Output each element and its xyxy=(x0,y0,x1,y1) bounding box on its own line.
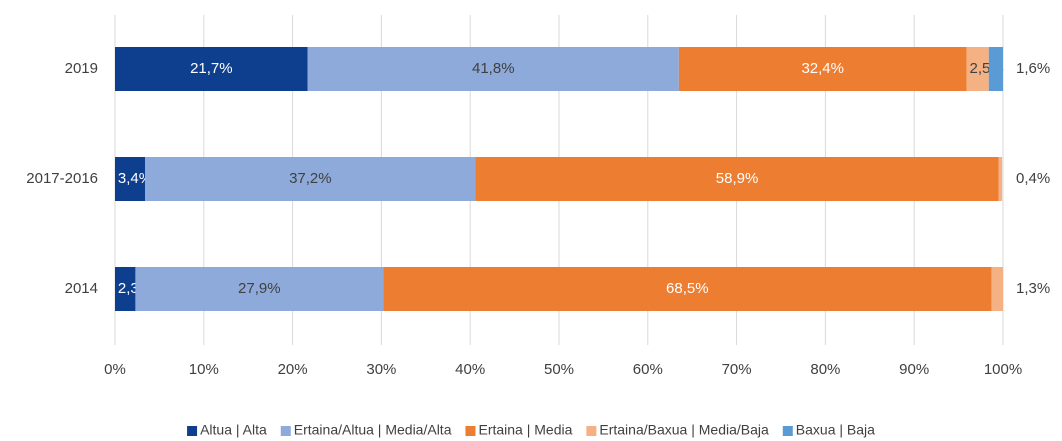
data-label: 37,2% xyxy=(289,170,332,187)
bar-segment xyxy=(475,157,999,201)
bar-segment xyxy=(307,47,679,91)
legend-swatch xyxy=(187,426,198,436)
legend: Altua | Alta Ertaina/Altua | Media/Alta Er… xyxy=(187,422,875,438)
bar-segment xyxy=(135,267,384,311)
legend-swatch xyxy=(782,426,793,436)
legend-swatch xyxy=(465,426,476,436)
x-tick-label: 90% xyxy=(899,361,929,378)
x-tick-label: 100% xyxy=(984,361,1022,378)
x-tick-label: 80% xyxy=(810,361,840,378)
legend-item: Baxua | Baja xyxy=(782,422,875,438)
legend-label: Baxua | Baja xyxy=(796,422,875,438)
legend-swatch xyxy=(586,426,597,436)
x-tick-label: 20% xyxy=(278,361,308,378)
bar-segment xyxy=(998,157,1003,201)
x-tick-label: 60% xyxy=(633,361,663,378)
bar-segment xyxy=(115,157,146,201)
data-label: 1,6% xyxy=(1016,60,1050,77)
legend-item: Altua | Alta xyxy=(187,422,267,438)
legend-label: Ertaina | Media xyxy=(478,422,572,438)
data-label: 1,3% xyxy=(1016,280,1050,297)
data-label: 27,9% xyxy=(238,280,281,297)
y-tick-label: 2017-2016 xyxy=(26,170,98,187)
bar-segment xyxy=(145,157,476,201)
legend-swatch xyxy=(280,426,291,436)
bar-segment xyxy=(383,267,992,311)
legend-item: Ertaina | Media xyxy=(465,422,573,438)
legend-label: Ertaina/Baxua | Media/Baja xyxy=(599,422,769,438)
data-label: 3,4% xyxy=(118,170,152,187)
y-tick-label: 2014 xyxy=(65,280,98,297)
data-label: 68,5% xyxy=(666,280,709,297)
bar-segment xyxy=(991,267,1003,311)
y-tick-label: 2019 xyxy=(65,60,98,77)
bar-segment xyxy=(115,267,136,311)
data-label: 41,8% xyxy=(472,60,515,77)
x-tick-label: 30% xyxy=(366,361,396,378)
legend-label: Altua | Alta xyxy=(200,422,267,438)
bar-segment xyxy=(115,47,308,91)
data-label: 58,9% xyxy=(716,170,759,187)
data-label: 0,4% xyxy=(1016,170,1050,187)
bar-segment xyxy=(678,47,967,91)
data-label: 32,4% xyxy=(801,60,844,77)
bar-segment xyxy=(966,47,989,91)
x-tick-label: 10% xyxy=(189,361,219,378)
x-tick-label: 70% xyxy=(722,361,752,378)
data-label: 21,7% xyxy=(190,60,233,77)
x-tick-label: 50% xyxy=(544,361,574,378)
x-tick-label: 40% xyxy=(455,361,485,378)
legend-label: Ertaina/Altua | Media/Alta xyxy=(294,422,452,438)
bar-segment xyxy=(988,47,1003,91)
x-tick-label: 0% xyxy=(104,361,126,378)
legend-item: Ertaina/Altua | Media/Alta xyxy=(280,422,452,438)
legend-item: Ertaina/Baxua | Media/Baja xyxy=(586,422,769,438)
